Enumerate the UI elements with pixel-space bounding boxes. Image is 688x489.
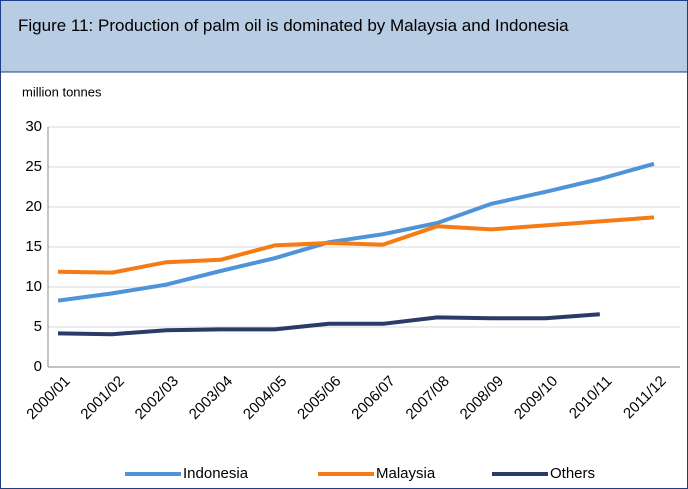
title-box: Figure 11: Production of palm oil is dom… — [18, 16, 569, 35]
y-tick-label: 15 — [25, 238, 42, 255]
y-tick-label: 25 — [25, 158, 42, 175]
legend-label: Others — [550, 465, 595, 482]
y-tick-label: 0 — [34, 358, 42, 375]
y-tick-label: 20 — [25, 198, 42, 215]
y-tick-label: 10 — [25, 278, 42, 295]
legend-label: Malaysia — [376, 465, 436, 482]
y-tick-label: 30 — [25, 118, 42, 135]
legend-label: Indonesia — [183, 465, 249, 482]
series-line — [57, 215, 655, 275]
y-axis-label: million tonnes — [22, 84, 102, 99]
series-line — [57, 312, 600, 337]
y-tick-label: 5 — [34, 318, 42, 335]
chart-title: Figure 11: Production of palm oil is dom… — [18, 16, 569, 35]
header — [0, 0, 688, 72]
series-line — [57, 161, 655, 303]
